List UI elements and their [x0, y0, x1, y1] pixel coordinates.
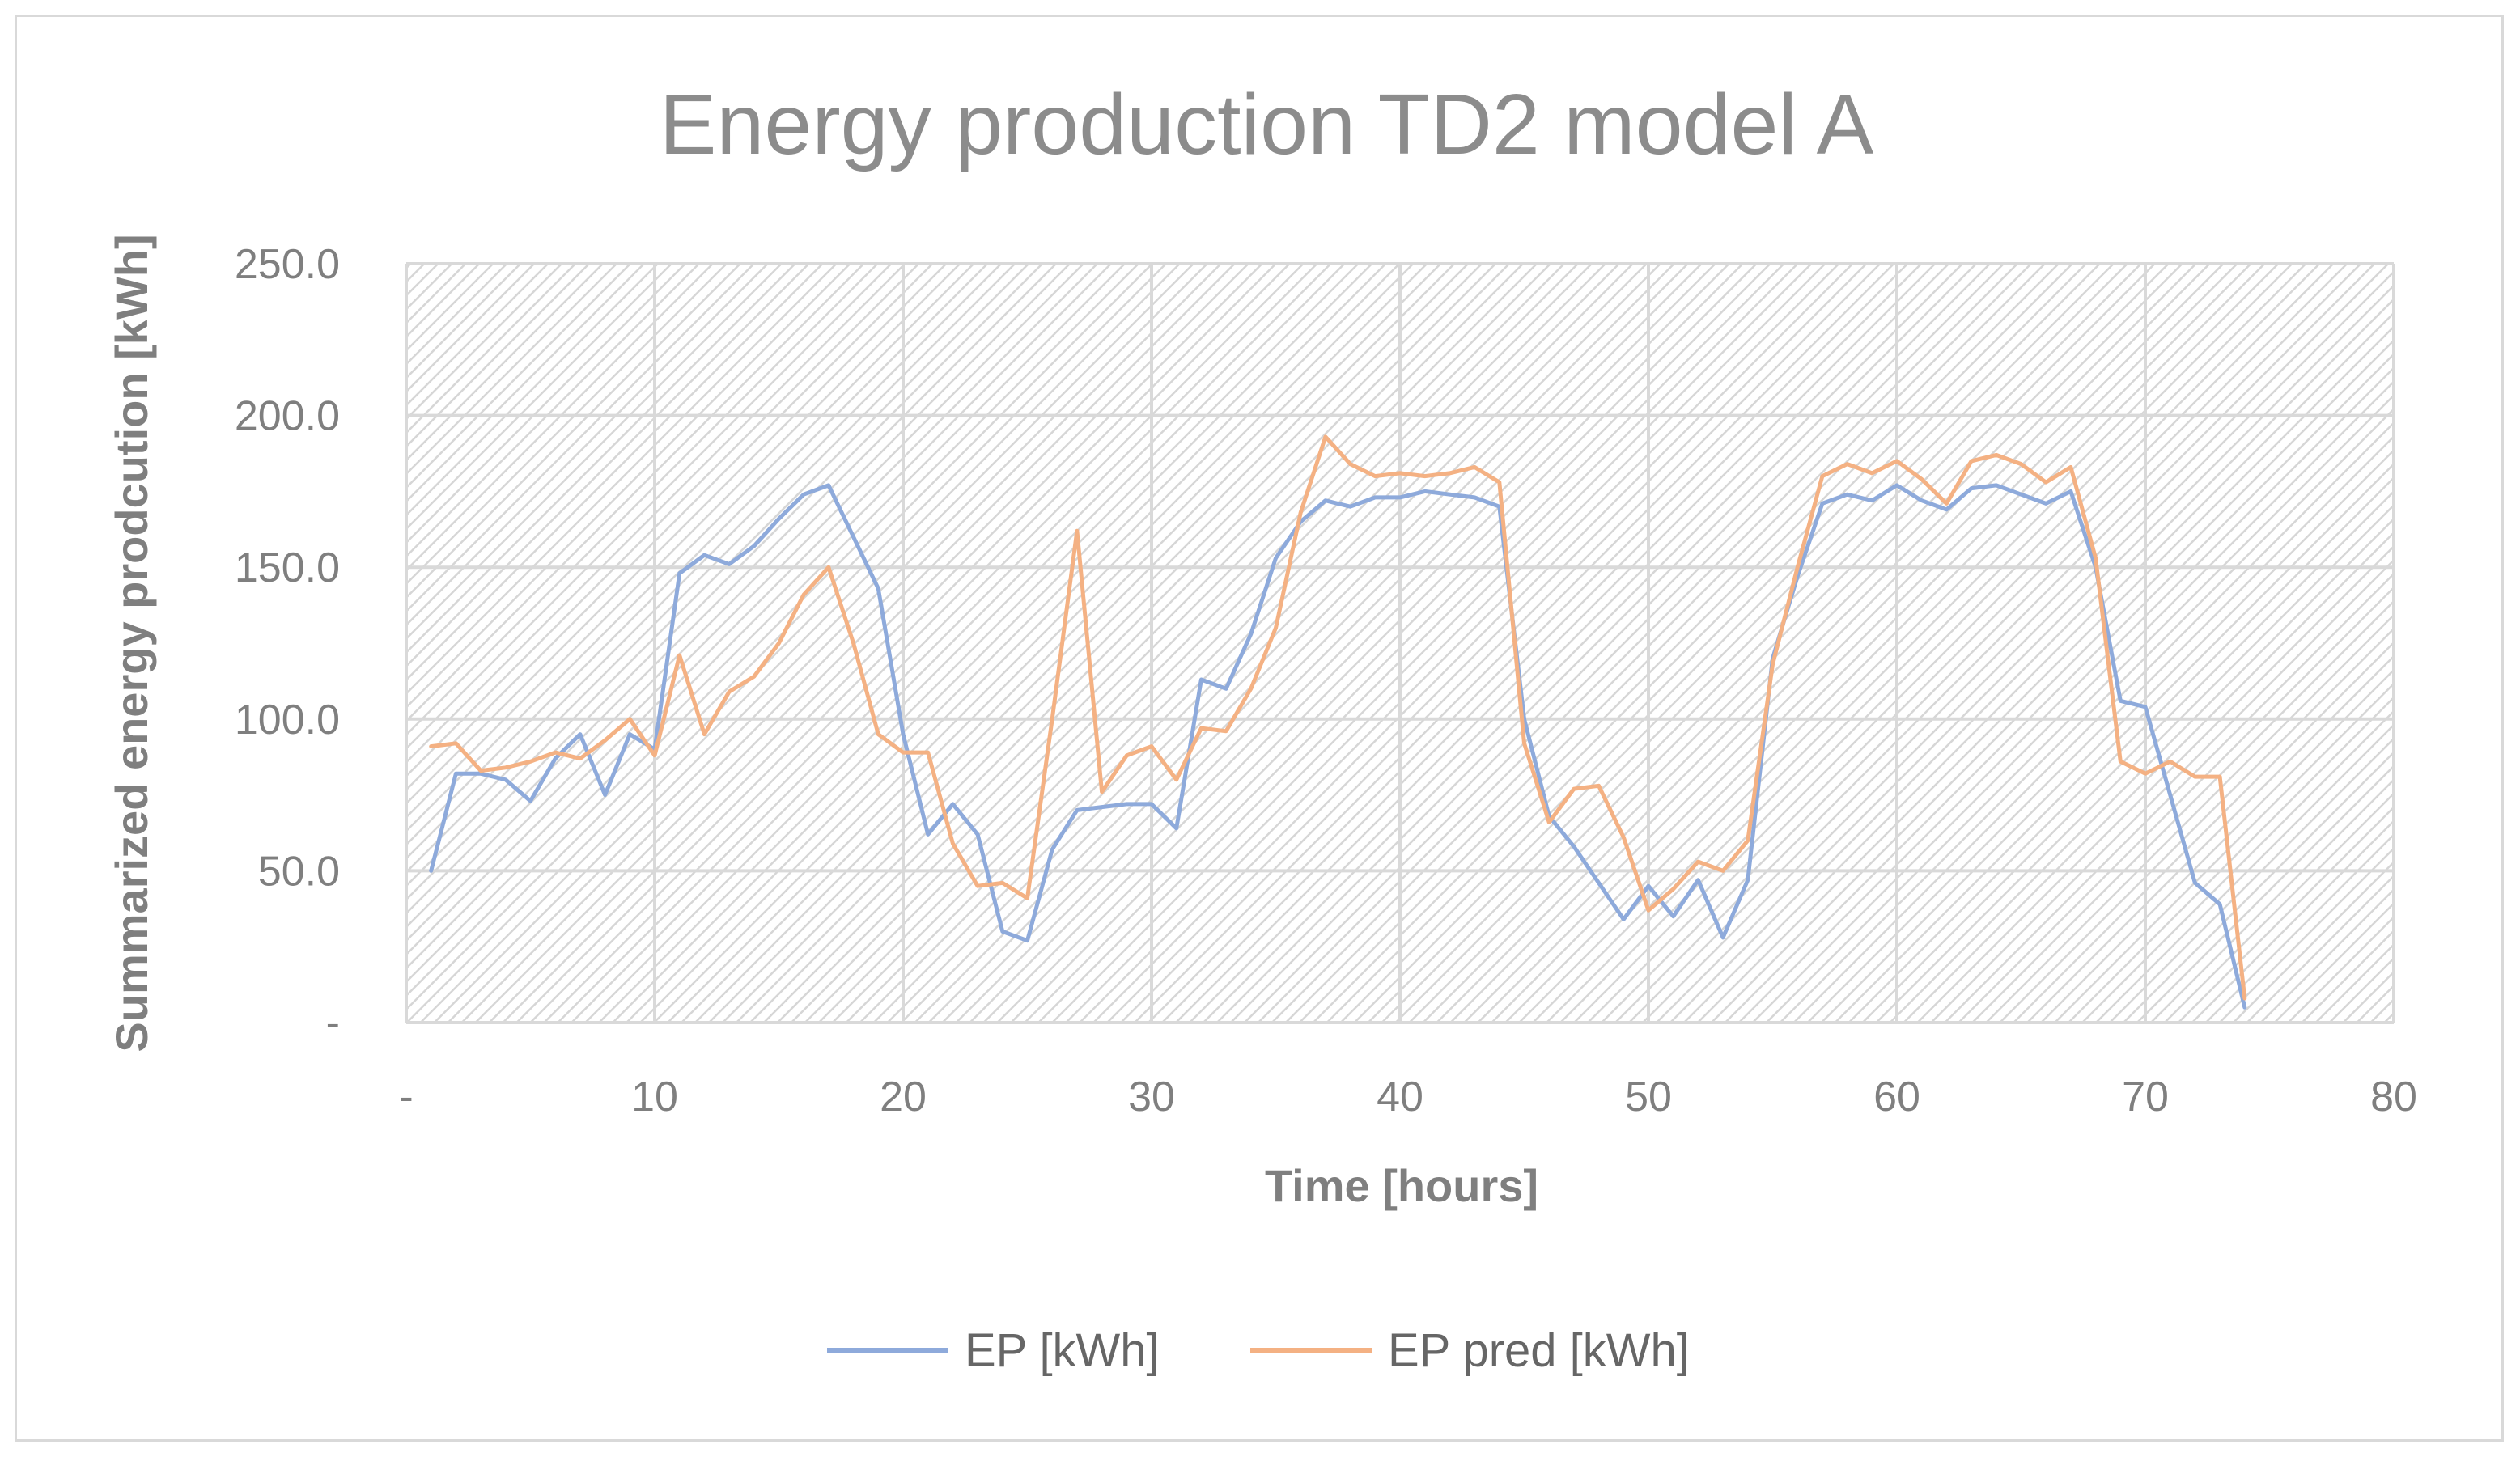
- legend-label-ep-pred: EP pred [kWh]: [1388, 1324, 1690, 1377]
- legend-label-ep: EP [kWh]: [965, 1324, 1160, 1377]
- y-axis-label: Summarized energy prodcution [kWh]: [106, 234, 157, 1052]
- y-axis-ticks: - 50.0 100.0 150.0 200.0 250.0: [235, 241, 340, 1047]
- x-tick-label: 30: [1128, 1074, 1175, 1120]
- x-tick-label: 10: [631, 1074, 678, 1120]
- series-line-ep: [429, 483, 2247, 1010]
- x-tick-label: -: [399, 1074, 413, 1120]
- y-tick-label: 250.0: [235, 241, 340, 288]
- x-tick-label: 40: [1377, 1074, 1423, 1120]
- x-axis-ticks: - 10 20 30 40 50 60 70 80: [399, 1074, 2417, 1120]
- y-tick-label: 50.0: [258, 848, 340, 895]
- series-line-ep-pred: [429, 434, 2247, 1001]
- series-lines: [429, 434, 2247, 1010]
- x-tick-label: 80: [2370, 1074, 2417, 1120]
- gridlines: [405, 262, 2395, 1024]
- chart-title: Energy production TD2 model A: [660, 77, 1874, 172]
- x-tick-label: 20: [880, 1074, 927, 1120]
- y-tick-label: 100.0: [235, 697, 340, 743]
- x-tick-label: 60: [1873, 1074, 1920, 1120]
- y-tick-label: -: [326, 1000, 340, 1047]
- y-tick-label: 150.0: [235, 544, 340, 591]
- y-tick-label: 200.0: [235, 393, 340, 440]
- legend: EP [kWh] EP pred [kWh]: [827, 1324, 1690, 1377]
- x-tick-label: 70: [2122, 1074, 2169, 1120]
- x-tick-label: 50: [1625, 1074, 1672, 1120]
- x-axis-label: Time [hours]: [1265, 1160, 1538, 1211]
